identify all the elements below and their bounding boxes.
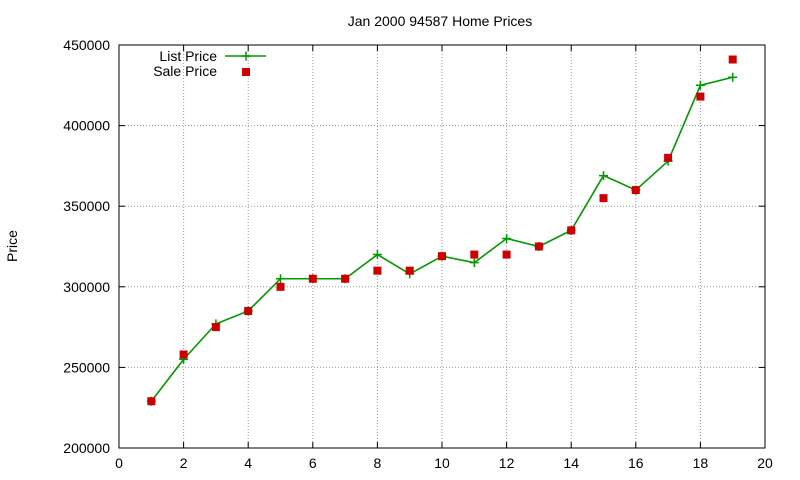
y-tick-label: 350000 xyxy=(63,198,110,214)
sale-price-point xyxy=(308,274,317,283)
sale-price-point xyxy=(373,266,382,275)
y-axis-label: Price xyxy=(4,230,20,262)
x-tick-label: 0 xyxy=(115,455,123,471)
x-tick-label: 14 xyxy=(563,455,579,471)
legend-label-sale-price: Sale Price xyxy=(153,63,217,79)
x-tick-label: 4 xyxy=(244,455,252,471)
x-tick-label: 10 xyxy=(434,455,450,471)
sale-price-point xyxy=(728,55,737,64)
legend-marker-list-price xyxy=(241,51,251,61)
legend-marker-sale-price xyxy=(242,68,250,76)
sale-price-point xyxy=(405,266,414,275)
sale-price-point xyxy=(179,350,188,359)
sale-price-point xyxy=(567,226,576,235)
y-tick-label: 250000 xyxy=(63,359,110,375)
legend-label-list-price: List Price xyxy=(159,48,217,64)
y-tick-label: 450000 xyxy=(63,37,110,53)
sale-price-point xyxy=(147,397,156,406)
sale-price-point xyxy=(696,92,705,101)
list-price-point xyxy=(599,171,608,181)
list-price-point xyxy=(695,80,705,90)
list-price-point xyxy=(372,250,382,260)
sale-price-point xyxy=(211,323,220,332)
list-price-point xyxy=(728,72,738,82)
sale-price-point xyxy=(244,306,253,315)
grid xyxy=(119,45,765,448)
x-tick-label: 12 xyxy=(499,455,515,471)
axis-ticks: 0 2 4 6 8 10 12 14 16 18 20 200000 250000 300000 35000… xyxy=(63,37,773,471)
x-tick-label: 2 xyxy=(180,455,188,471)
sale-price-point xyxy=(534,242,543,251)
legend: List Price Sale Price xyxy=(153,48,266,79)
sale-price-point xyxy=(599,194,608,203)
sale-price-point xyxy=(341,274,350,283)
y-tick-label: 400000 xyxy=(63,118,110,134)
list-price-point xyxy=(502,233,512,243)
list-price-point xyxy=(276,274,285,284)
sale-price-point xyxy=(631,186,640,195)
sale-price-point xyxy=(502,250,511,259)
chart-title: Jan 2000 94587 Home Prices xyxy=(348,13,532,29)
sale-price-point xyxy=(276,282,285,291)
series-layer xyxy=(146,55,738,406)
x-tick-label: 8 xyxy=(374,455,382,471)
y-tick-label: 300000 xyxy=(63,279,110,295)
x-tick-label: 20 xyxy=(757,455,773,471)
list-price-point xyxy=(469,258,479,268)
series-line-list-price xyxy=(150,76,733,402)
y-tick-label: 200000 xyxy=(63,440,110,456)
sale-price-point xyxy=(438,252,446,261)
sale-price-point xyxy=(664,153,673,162)
sale-price-point xyxy=(470,250,479,259)
x-tick-label: 16 xyxy=(628,455,644,471)
x-tick-label: 18 xyxy=(693,455,709,471)
x-tick-label: 6 xyxy=(309,455,317,471)
